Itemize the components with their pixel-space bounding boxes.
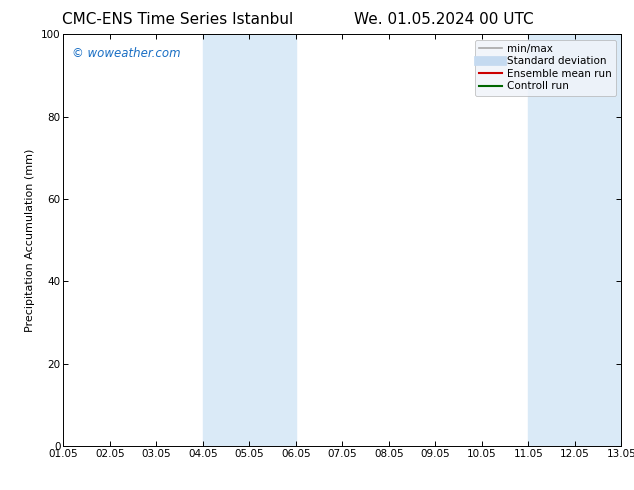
Bar	[528, 34, 621, 446]
Text: CMC-ENS Time Series Istanbul: CMC-ENS Time Series Istanbul	[62, 12, 293, 27]
Text: We. 01.05.2024 00 UTC: We. 01.05.2024 00 UTC	[354, 12, 534, 27]
Bar	[203, 34, 296, 446]
Legend: min/max, Standard deviation, Ensemble mean run, Controll run: min/max, Standard deviation, Ensemble me…	[475, 40, 616, 96]
Text: © woweather.com: © woweather.com	[72, 47, 181, 60]
Y-axis label: Precipitation Accumulation (mm): Precipitation Accumulation (mm)	[25, 148, 36, 332]
